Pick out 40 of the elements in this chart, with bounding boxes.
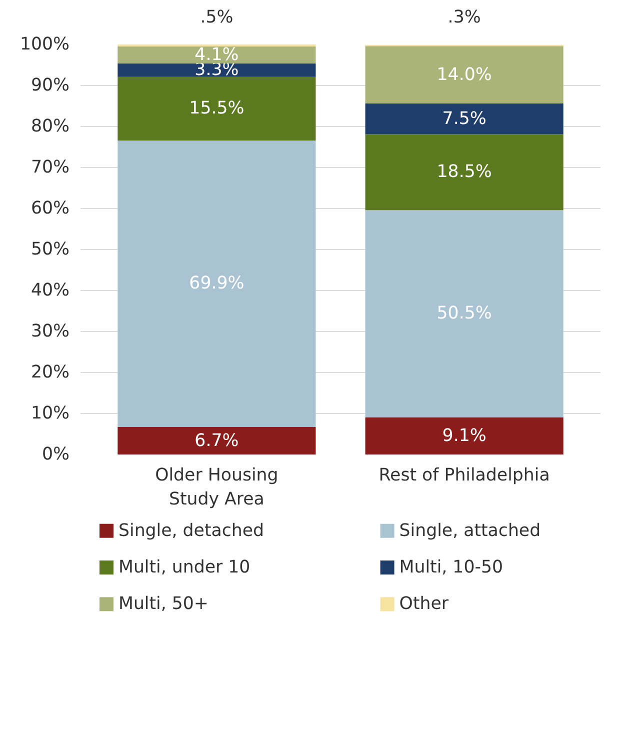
- data-label: 6.7%: [194, 430, 239, 451]
- y-tick-label: 80%: [30, 116, 70, 136]
- legend-label: Single, detached: [118, 520, 264, 541]
- data-label: 7.5%: [442, 108, 486, 129]
- bar: [118, 76, 316, 140]
- legend-label: Multi, 50+: [118, 594, 208, 614]
- data-label: 4.1%: [194, 44, 239, 65]
- y-tick-label: 30%: [30, 322, 70, 342]
- y-tick-label: 100%: [20, 34, 70, 54]
- y-tick-label: 60%: [30, 198, 70, 218]
- y-tick-label: 0%: [42, 444, 70, 464]
- bar: [118, 63, 316, 77]
- y-tick-label: 10%: [30, 404, 70, 424]
- legend-label: Single, attached: [399, 520, 541, 541]
- data-label: 15.5%: [189, 98, 244, 119]
- x-tick-label: Rest of Philadelphia: [378, 466, 550, 486]
- data-label: 14.0%: [436, 64, 492, 85]
- data-label: 50.5%: [436, 304, 492, 324]
- bar: [365, 210, 564, 418]
- legend-label: Multi, under 10: [118, 558, 250, 578]
- bar: [365, 104, 564, 134]
- y-tick-label: 40%: [30, 280, 70, 300]
- bar: [365, 46, 564, 104]
- legend-label: Other: [399, 594, 450, 614]
- data-label: 9.1%: [442, 426, 486, 446]
- bar: [365, 417, 564, 454]
- bar: [118, 427, 316, 454]
- bar: [118, 46, 316, 64]
- y-tick-label: 70%: [30, 158, 70, 178]
- bar: [118, 140, 316, 428]
- bar: [365, 134, 564, 210]
- legend-label: Multi, 10-50: [399, 558, 504, 578]
- data-label: 69.9%: [189, 274, 244, 294]
- x-tick-label: Older Housing Study Area: [155, 466, 278, 510]
- data-label: .5%: [200, 8, 234, 28]
- data-label: 18.5%: [436, 162, 492, 182]
- y-tick-label: 50%: [30, 240, 70, 260]
- data-label: .3%: [448, 8, 481, 28]
- y-tick-label: 20%: [30, 362, 70, 382]
- y-tick-label: 90%: [30, 76, 70, 96]
